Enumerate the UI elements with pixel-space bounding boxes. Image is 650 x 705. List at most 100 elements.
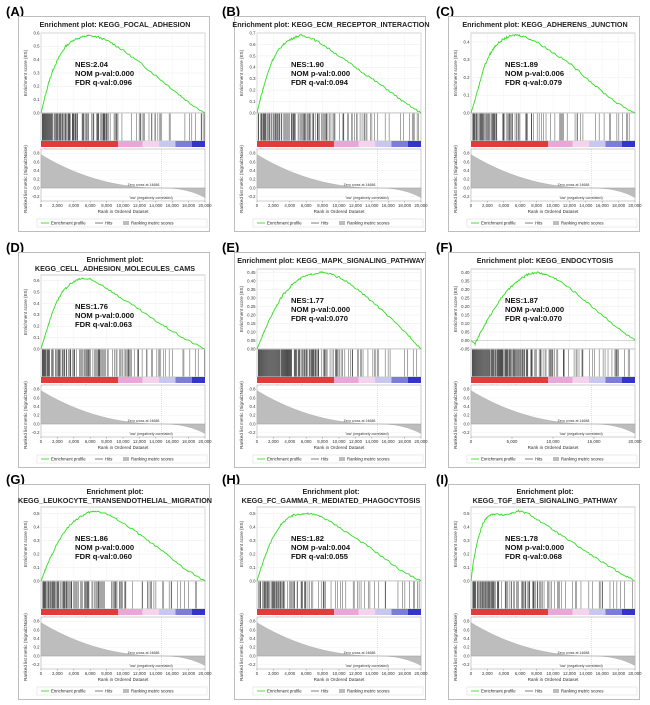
x-tick-label: 8,000 bbox=[317, 203, 328, 208]
y-tick-label: 0.1 bbox=[34, 335, 41, 340]
chart-title: Enrichment plot: KEGG_ECM_RECEPTOR_INTER… bbox=[232, 20, 429, 29]
y-tick-label: 0.6 bbox=[250, 42, 257, 47]
y-tick-label: 0.5 bbox=[34, 44, 41, 49]
x-tick-label: 10,000 bbox=[116, 439, 130, 444]
x-tick-label: 0 bbox=[470, 671, 473, 676]
metric-tick-label: 0.6 bbox=[464, 159, 471, 164]
x-tick-label: 16,000 bbox=[596, 203, 610, 208]
plot-frame: Enrichment plot: KEGG_TGF_BETA_SIGNALING_… bbox=[448, 484, 642, 700]
ranked-list-bar bbox=[471, 141, 549, 147]
metric-tick-label: 0.6 bbox=[464, 627, 471, 632]
x-tick-label: 16,000 bbox=[382, 439, 396, 444]
x-tick-label: 0 bbox=[40, 203, 43, 208]
legend-ranking-swatch bbox=[339, 221, 345, 225]
y-tick-label: 0.4 bbox=[464, 39, 471, 44]
x-tick-label: 18,000 bbox=[612, 671, 626, 676]
metric-tick-label: 0.6 bbox=[34, 395, 41, 400]
panel-letter: (I) bbox=[436, 472, 449, 487]
x-tick-label: 20,000 bbox=[414, 203, 428, 208]
y-tick-label: 0.10 bbox=[461, 321, 470, 326]
fdr-qval: FDR q-val:0.079 bbox=[505, 78, 562, 87]
ranked-list-bar bbox=[358, 377, 376, 383]
y-axis-label: Enrichment score (ES) bbox=[239, 520, 244, 567]
chart-title: Enrichment plot: bbox=[86, 255, 143, 264]
fdr-qval: FDR q-val:0.055 bbox=[291, 552, 349, 561]
nes-value: NES:1.89 bbox=[505, 60, 538, 69]
legend-box bbox=[36, 686, 208, 696]
x-tick-label: 20,000 bbox=[628, 203, 642, 208]
x-tick-label: 0 bbox=[40, 671, 43, 676]
legend-enrichment-label: Enrichment profile bbox=[267, 221, 302, 226]
y-tick-label: 0.0 bbox=[464, 110, 471, 115]
negative-label: 'low' (negatively correlated) bbox=[345, 432, 388, 436]
x-tick-label: 14,000 bbox=[149, 203, 163, 208]
panel-letter: (E) bbox=[222, 240, 240, 255]
x-axis-label: Rank in Ordered Dataset bbox=[528, 209, 580, 214]
chart-title: Enrichment plot: KEGG_ENDOCYTOSIS bbox=[477, 256, 614, 265]
enrichment-curve bbox=[256, 512, 422, 582]
y-tick-label: 0.20 bbox=[247, 312, 256, 317]
y-tick-label: 0.35 bbox=[461, 278, 470, 283]
zero-cross-label: Zero cross at 14688 bbox=[127, 183, 159, 187]
zero-cross-label: Zero cross at 14688 bbox=[557, 419, 589, 423]
metric-tick-label: 0.4 bbox=[464, 168, 471, 173]
y-tick-label: 0.3 bbox=[34, 70, 41, 75]
x-tick-label: 20,000 bbox=[414, 439, 428, 444]
metric-tick-label: 0.8 bbox=[34, 619, 41, 624]
y-axis-label: Enrichment score (ES) bbox=[23, 520, 28, 567]
legend-hits-label: Hits bbox=[321, 457, 328, 462]
fdr-qval: FDR q-val:0.068 bbox=[505, 552, 562, 561]
y-tick-label: 0.5 bbox=[464, 511, 471, 516]
chart-title: KEGG_TGF_BETA_SIGNALING_PATHWAY bbox=[473, 496, 618, 505]
metric-tick-label: -0.2 bbox=[248, 662, 256, 667]
x-tick-label: 0 bbox=[40, 439, 43, 444]
plot-frame: Enrichment plot: KEGG_LEUKOCYTE_TRANSENDO… bbox=[18, 484, 212, 700]
y-tick-label: 0.1 bbox=[464, 93, 471, 98]
ranked-list-bar bbox=[142, 377, 160, 383]
legend-ranking-label: Ranking metric scores bbox=[131, 221, 174, 226]
nom-pval: NOM p-val:0.006 bbox=[505, 69, 564, 78]
x-tick-label: 2,000 bbox=[52, 203, 63, 208]
panel-letter: (H) bbox=[222, 472, 241, 487]
x-tick-label: 14,000 bbox=[579, 671, 593, 676]
x-tick-label: 4,000 bbox=[68, 671, 79, 676]
y-tick-label: 0.2 bbox=[34, 551, 41, 556]
ranked-list-bar bbox=[375, 377, 392, 383]
legend-hits-label: Hits bbox=[535, 221, 542, 226]
negative-label: 'low' (negatively correlated) bbox=[559, 196, 602, 200]
hits-area bbox=[40, 112, 206, 142]
plot-frame: Enrichment plot: KEGG_ECM_RECEPTOR_INTER… bbox=[232, 16, 430, 232]
zero-cross-label: Zero cross at 14688 bbox=[343, 651, 375, 655]
metric-tick-label: 0.8 bbox=[464, 387, 471, 392]
metric-tick-label: 0.4 bbox=[250, 404, 257, 409]
legend-hits-label: Hits bbox=[535, 689, 542, 694]
gsea-chart: Enrichment plot: KEGG_ADHERENS_JUNCTION 0… bbox=[453, 20, 642, 228]
x-tick-label: 4,000 bbox=[498, 203, 509, 208]
x-tick-label: 4,000 bbox=[498, 671, 509, 676]
metric-axis-label: Ranked list metric (Signal2Noise) bbox=[239, 145, 244, 213]
legend-ranking-label: Ranking metric scores bbox=[347, 689, 390, 694]
ranked-list-bar bbox=[621, 609, 635, 615]
enrichment-curve bbox=[470, 509, 636, 582]
y-axis-label: Enrichment score (ES) bbox=[239, 285, 244, 332]
enrichment-curve bbox=[256, 33, 422, 114]
gsea-panel: (G) Enrichment plot: KEGG_LEUKOCYTE_TRANSE… bbox=[6, 472, 212, 702]
legend-box bbox=[466, 686, 638, 696]
metric-tick-label: 0.2 bbox=[250, 645, 257, 650]
legend-ranking-swatch bbox=[553, 221, 559, 225]
legend-ranking-label: Ranking metric scores bbox=[347, 457, 390, 462]
metric-tick-label: 0.8 bbox=[250, 619, 257, 624]
legend-enrichment-label: Enrichment profile bbox=[481, 457, 516, 462]
ranked-list-bar bbox=[407, 141, 421, 147]
fdr-qval: FDR q-val:0.070 bbox=[505, 314, 562, 323]
x-tick-label: 20,000 bbox=[198, 203, 212, 208]
panel-letter: (B) bbox=[222, 4, 241, 19]
y-tick-label: 0.3 bbox=[464, 538, 471, 543]
x-tick-label: 6,000 bbox=[515, 671, 526, 676]
ranked-list-bar bbox=[589, 141, 606, 147]
x-tick-label: 10,000 bbox=[116, 203, 130, 208]
metric-tick-label: 0.0 bbox=[464, 185, 471, 190]
y-tick-label: 0.4 bbox=[250, 65, 257, 70]
x-tick-label: 6,000 bbox=[515, 203, 526, 208]
legend-enrichment-label: Enrichment profile bbox=[267, 457, 302, 462]
